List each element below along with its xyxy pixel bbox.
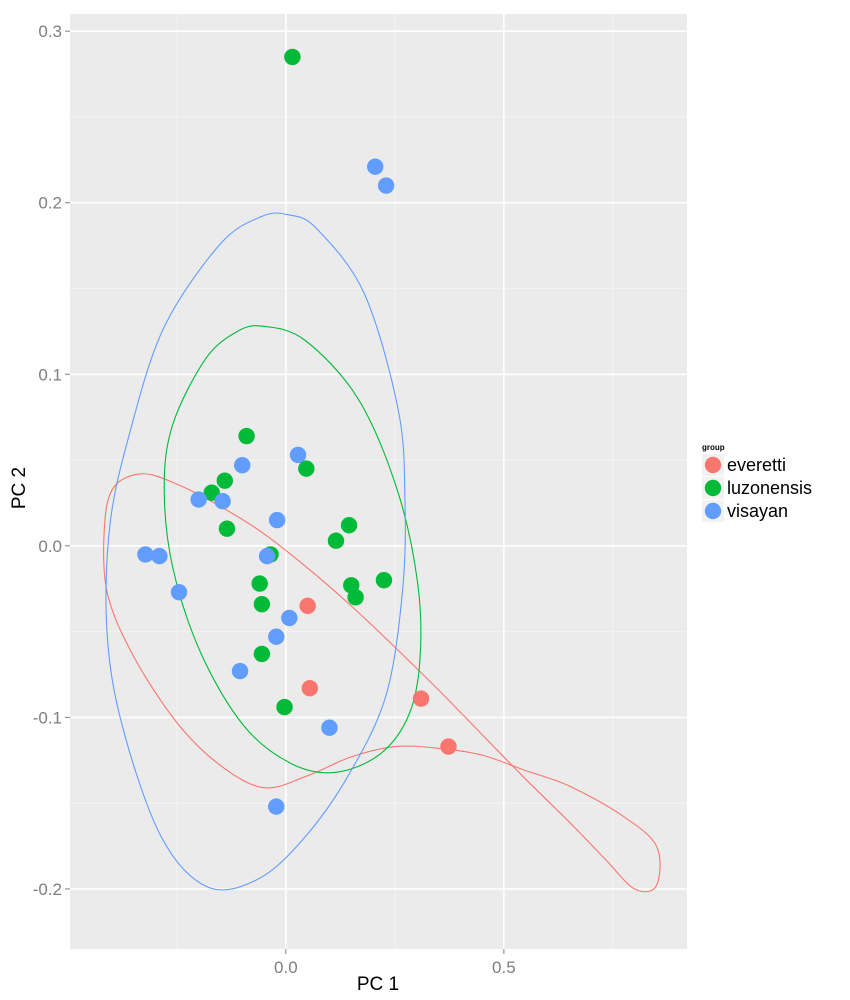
- point-visayan: [289, 446, 307, 464]
- y-tick-label: 0.1: [38, 365, 62, 384]
- legend-title: group: [702, 443, 725, 452]
- legend-items: everetti luzonensis visayan: [702, 454, 812, 522]
- point-luzonensis: [298, 460, 315, 477]
- y-tick-label: -0.2: [33, 880, 62, 899]
- point-luzonensis: [238, 427, 255, 445]
- ellipse-visayan: [105, 212, 406, 891]
- plot-panel: [70, 14, 687, 949]
- y-axis-title: PC 2: [9, 467, 30, 509]
- point-luzonensis: [276, 698, 293, 716]
- legend-label-everetti: everetti: [727, 455, 786, 475]
- point-everetti: [412, 690, 430, 707]
- legend: group everetti luzonensis visayan: [702, 443, 812, 522]
- point-visayan: [214, 493, 231, 510]
- confidence-ellipses: [102, 212, 661, 893]
- ellipse-luzonensis: [163, 325, 422, 774]
- legend-key-luzonensis: [704, 479, 722, 497]
- point-luzonensis: [284, 48, 301, 66]
- ellipse-everetti: [102, 473, 661, 893]
- point-visayan: [137, 546, 154, 563]
- x-tick-label: 0.0: [274, 958, 298, 977]
- x-tick-label: 0.5: [492, 958, 516, 977]
- legend-key-everetti: [704, 456, 722, 474]
- y-tick-label: 0.2: [38, 194, 62, 213]
- point-luzonensis: [340, 517, 358, 534]
- point-luzonensis: [218, 520, 236, 537]
- x-axis-title: PC 1: [357, 974, 399, 995]
- legend-label-visayan: visayan: [727, 501, 788, 521]
- point-luzonensis: [327, 532, 345, 549]
- point-visayan: [170, 583, 188, 601]
- legend-label-luzonensis: luzonensis: [727, 478, 812, 498]
- y-tick-label: 0.0: [38, 537, 62, 556]
- point-visayan: [281, 609, 298, 627]
- point-visayan: [367, 158, 384, 175]
- data-points: [137, 48, 457, 815]
- point-everetti: [301, 680, 319, 697]
- point-visayan: [377, 177, 395, 194]
- y-axis-ticks: -0.2 -0.1 0.0 0.1 0.2 0.3: [33, 22, 70, 899]
- point-visayan: [268, 628, 285, 645]
- point-everetti: [299, 597, 316, 615]
- point-luzonensis: [251, 575, 268, 592]
- legend-key-visayan: [704, 502, 722, 520]
- point-everetti: [440, 738, 457, 755]
- point-luzonensis: [216, 472, 233, 489]
- point-visayan: [321, 719, 338, 736]
- point-visayan: [234, 457, 251, 474]
- point-visayan: [268, 511, 286, 529]
- y-tick-label: 0.3: [38, 22, 62, 41]
- point-luzonensis: [253, 645, 271, 663]
- point-visayan: [258, 547, 276, 565]
- point-visayan: [231, 662, 249, 680]
- point-visayan: [268, 798, 285, 815]
- point-visayan: [190, 491, 207, 508]
- point-luzonensis: [347, 589, 364, 606]
- point-visayan: [151, 547, 168, 565]
- y-tick-label: -0.1: [33, 708, 62, 727]
- x-axis-ticks: 0.0 0.5: [274, 949, 516, 977]
- point-luzonensis: [253, 595, 271, 613]
- point-luzonensis: [375, 571, 393, 589]
